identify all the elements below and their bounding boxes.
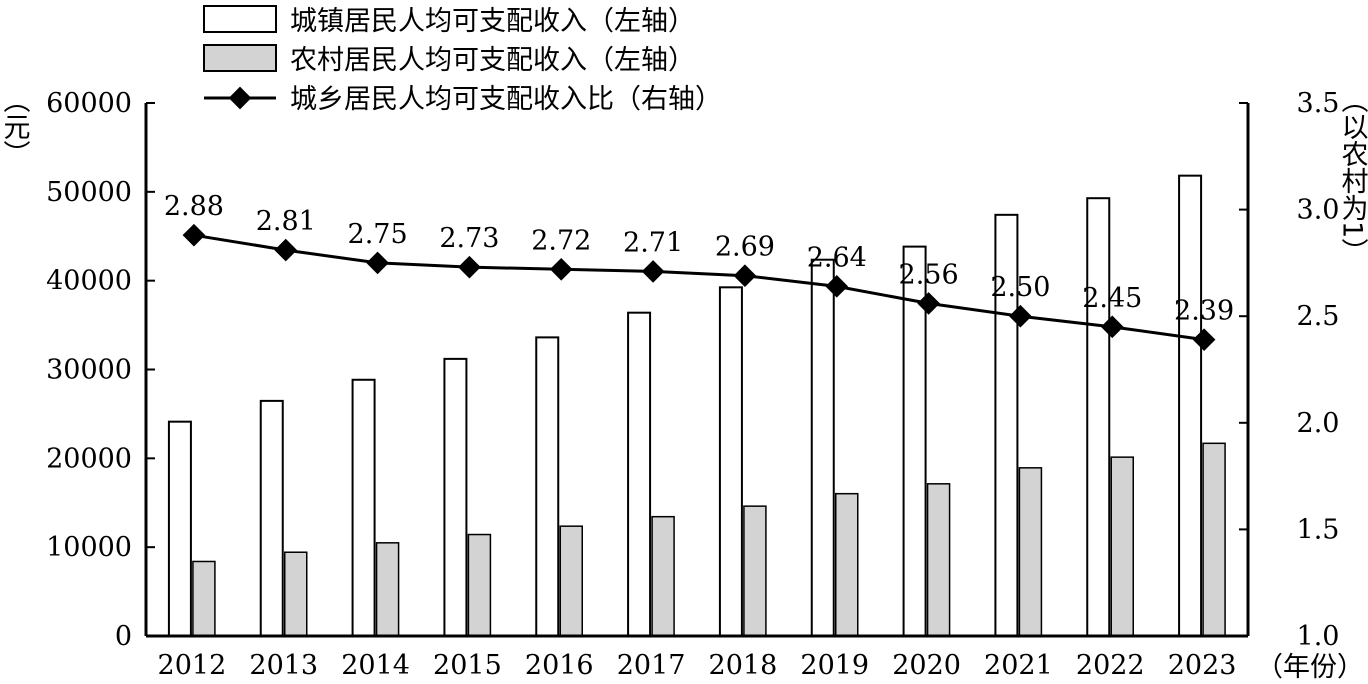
x-tick-label-2013: 2013: [249, 650, 318, 681]
x-tick-label-2019: 2019: [800, 650, 869, 681]
rural-income-bar-2012: [192, 560, 216, 637]
ratio-label-2017: 2.71: [623, 227, 683, 258]
rural-income-bar-2018: [743, 505, 767, 637]
right-tick-label-3: 2.5: [1297, 301, 1340, 332]
left-tick-label-3: 30000: [46, 355, 132, 386]
legend-swatch-rural: [203, 44, 277, 72]
urban-income-bar-2015: [443, 357, 468, 637]
rural-income-bar-2019: [835, 492, 859, 637]
right-tick-label-4: 3.0: [1297, 195, 1340, 226]
ratio-marker-2019: [825, 275, 849, 298]
x-tick-label-2014: 2014: [341, 650, 410, 681]
left-axis-unit-label: （元）: [0, 86, 30, 167]
ratio-marker-2013: [274, 238, 298, 262]
ratio-marker-2022: [1100, 315, 1124, 339]
rural-income-bar-2020: [926, 483, 951, 637]
left-tick-label-4: 40000: [46, 266, 132, 297]
urban-income-bar-2014: [351, 378, 376, 637]
ratio-marker-2012: [182, 223, 206, 247]
urban-income-bar-2018: [718, 286, 743, 637]
ratio-marker-2020: [917, 292, 940, 315]
bars-layer: [167, 174, 1226, 638]
ratio-label-2021: 2.50: [990, 272, 1050, 303]
rural-income-bar-2017: [651, 515, 675, 637]
right-tick-label-5: 3.5: [1297, 88, 1340, 119]
urban-income-bar-2016: [535, 336, 560, 637]
data-labels-layer: 2.88 2.81 2.75 2.73 2.72 2.71 2.69 2.64 2.56 2.50…: [164, 191, 1234, 326]
right-tick-label-2: 2.0: [1297, 408, 1340, 439]
urban-income-bar-2012: [167, 420, 192, 637]
legend: 城镇居民人均可支配收入（左轴） 农村居民人均可支配收入（左轴） 城乡居民人均可支…: [203, 5, 722, 115]
urban-income-bar-2017: [627, 311, 652, 637]
right-tick-label-0: 1.0: [1297, 621, 1340, 652]
rural-income-bar-2016: [559, 525, 583, 637]
rural-income-bar-2023: [1202, 442, 1226, 637]
x-tick-label-2012: 2012: [158, 650, 227, 681]
x-tick-label-2016: 2016: [525, 650, 594, 681]
ratio-marker-2018: [733, 264, 757, 288]
urban-income-bar-2019: [810, 258, 835, 637]
ratio-marker-2021: [1009, 304, 1032, 328]
ratio-label-2014: 2.75: [348, 219, 408, 250]
urban-income-bar-2013: [259, 399, 284, 638]
rural-income-bar-2022: [1110, 456, 1134, 637]
x-axis-unit-label: （年份）: [1256, 652, 1364, 683]
legend-swatch-urban: [203, 5, 277, 33]
legend-label-urban: 城镇居民人均可支配收入（左轴）: [290, 6, 695, 37]
ratio-marker-2017: [641, 260, 665, 283]
legend-marker-ratio: [228, 86, 252, 110]
ratio-line-layer: [182, 223, 1216, 351]
ratio-label-2013: 2.81: [256, 206, 316, 237]
ratio-marker-2023: [1192, 328, 1216, 351]
x-tick-label-2022: 2022: [1076, 650, 1145, 681]
ratio-line: [193, 233, 1205, 342]
left-tick-label-5: 50000: [46, 177, 132, 208]
ratio-marker-2015: [458, 255, 481, 279]
ratio-label-2019: 2.64: [807, 242, 867, 273]
ratio-label-2015: 2.73: [439, 223, 499, 254]
x-tick-label-2023: 2023: [1168, 650, 1237, 681]
rural-income-bar-2013: [284, 551, 308, 637]
legend-label-rural: 农村居民人均可支配收入（左轴）: [290, 45, 695, 76]
ratio-label-2023: 2.39: [1174, 296, 1234, 327]
urban-income-bar-2023: [1178, 174, 1203, 638]
left-tick-label-1: 10000: [46, 532, 132, 563]
ratio-label-2022: 2.45: [1082, 283, 1142, 314]
ratio-marker-2014: [366, 251, 389, 275]
left-tick-label-0: 0: [115, 621, 132, 652]
urban-income-bar-2022: [1086, 197, 1111, 637]
ratio-label-2012: 2.88: [164, 191, 224, 222]
axes-layer: [144, 103, 1250, 638]
ratio-marker-2016: [549, 257, 573, 281]
left-tick-label-2: 20000: [46, 443, 132, 474]
x-tick-label-2015: 2015: [433, 650, 502, 681]
ratio-label-2018: 2.69: [715, 232, 775, 263]
x-tick-label-2021: 2021: [984, 650, 1053, 681]
rural-income-bar-2014: [375, 542, 400, 637]
x-tick-label-2018: 2018: [709, 650, 778, 681]
ratio-label-2016: 2.72: [531, 225, 591, 256]
rural-income-bar-2015: [467, 533, 492, 637]
right-axis-unit-label: （以农村为1）: [1337, 86, 1368, 265]
ratio-label-2020: 2.56: [899, 259, 959, 290]
ticks-layer: 2012 2013 2014 2015 2016 2017 2018 2019 2020 2021…: [46, 88, 1339, 681]
right-tick-label-1: 1.5: [1297, 514, 1340, 545]
x-tick-label-2017: 2017: [617, 650, 686, 681]
x-tick-label-2020: 2020: [892, 650, 961, 681]
legend-label-ratio: 城乡居民人均可支配收入比（右轴）: [290, 84, 722, 115]
left-tick-label-6: 60000: [46, 88, 132, 119]
rural-income-bar-2021: [1018, 467, 1043, 637]
